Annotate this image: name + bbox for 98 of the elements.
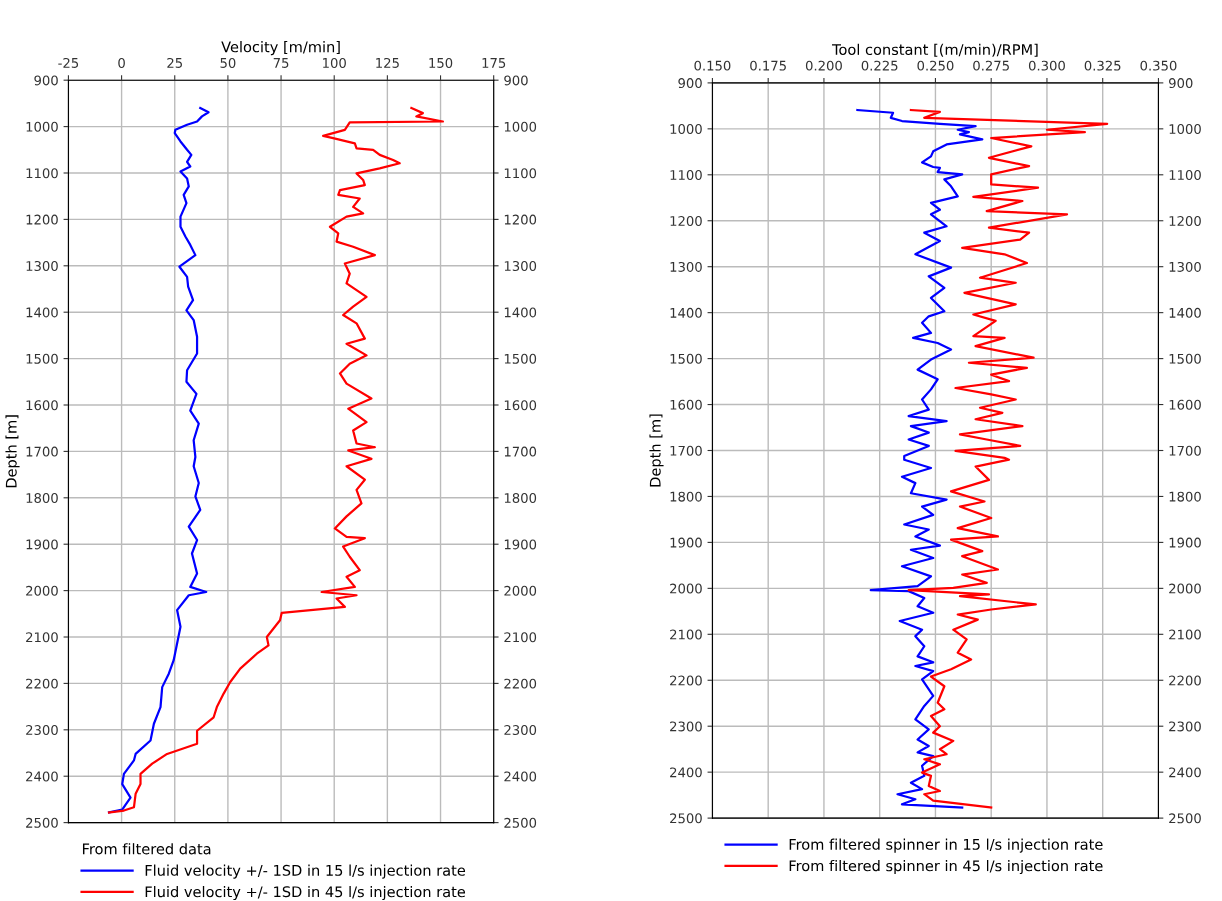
x-tick-label: 125 xyxy=(376,57,399,68)
y-tick-label: 1800 xyxy=(670,491,702,502)
x-tick-label: 0.325 xyxy=(1084,60,1121,71)
y2-tick-label: 1700 xyxy=(1169,445,1201,456)
y2-tick-label: 1100 xyxy=(1169,170,1201,180)
y-tick-label: 2000 xyxy=(670,583,702,594)
legend-label: Fluid velocity +/- 1SD in 15 l/s injection rate xyxy=(145,864,466,879)
y-tick-label: 1500 xyxy=(26,353,58,364)
y-axis-title: Depth [m] xyxy=(649,414,664,487)
y2-tick-label: 1200 xyxy=(1169,215,1201,226)
y2-tick-label: 2500 xyxy=(504,817,537,828)
x-axis-title: Velocity [m/min] xyxy=(221,41,340,56)
y2-tick-label: 1800 xyxy=(1169,491,1201,502)
x-tick-label: 0.150 xyxy=(694,60,731,71)
y2-tick-label: 1600 xyxy=(504,400,537,411)
legend-label: From filtered spinner in 45 l/s injection rate xyxy=(789,859,1103,875)
y-tick-label: 1700 xyxy=(26,446,58,457)
x-tick-label: 0.300 xyxy=(1028,60,1065,71)
y2-tick-label: 900 xyxy=(1169,78,1193,89)
y-tick-label: 1200 xyxy=(26,214,58,225)
x-tick-label: 0.350 xyxy=(1140,60,1177,71)
y-tick-label: 2300 xyxy=(26,725,58,736)
y2-tick-label: 2500 xyxy=(1169,813,1201,824)
y2-tick-label: 1400 xyxy=(504,307,537,318)
y-tick-label: 1100 xyxy=(670,170,702,180)
y2-tick-label: 900 xyxy=(504,75,528,86)
y-tick-label: 1000 xyxy=(26,121,58,132)
y-tick-label: 1200 xyxy=(670,215,702,226)
x-tick-label: 0.225 xyxy=(861,60,898,71)
x-tick-label: 75 xyxy=(273,58,289,68)
y-tick-label: 1400 xyxy=(670,307,702,318)
y-axis-title: Depth [m] xyxy=(5,415,20,488)
y2-tick-label: 2000 xyxy=(504,585,537,596)
y2-tick-label: 2200 xyxy=(1169,675,1201,686)
y2-tick-label: 1400 xyxy=(1169,307,1201,318)
y2-tick-label: 1700 xyxy=(504,446,537,457)
y-tick-label: 1500 xyxy=(670,353,702,364)
x-tick-label: 100 xyxy=(323,57,346,68)
y2-tick-label: 1500 xyxy=(504,353,537,364)
y-tick-label: 1100 xyxy=(26,168,58,179)
x-tick-label: 175 xyxy=(482,58,506,68)
y2-tick-label: 2300 xyxy=(504,725,537,736)
x-tick-label: 0.250 xyxy=(917,60,954,71)
x-tick-label: 0.275 xyxy=(973,60,1009,71)
line-series xyxy=(856,108,984,809)
y2-tick-label: 1200 xyxy=(504,214,537,225)
y2-tick-label: 1000 xyxy=(504,121,537,132)
y-tick-label: 900 xyxy=(678,78,702,89)
y-tick-label: 1900 xyxy=(26,539,58,550)
y-tick-label: 2100 xyxy=(670,629,702,640)
line-series xyxy=(907,108,1109,809)
y2-tick-label: 2000 xyxy=(1169,583,1201,594)
x-tick-label: 50 xyxy=(220,57,236,68)
y-tick-label: 2200 xyxy=(670,675,702,686)
y2-tick-label: 2400 xyxy=(1169,767,1201,778)
y-tick-label: 1400 xyxy=(26,307,58,318)
y2-tick-label: 2300 xyxy=(1169,721,1201,732)
x-axis-title: Tool constant [(m/min)/RPM] xyxy=(832,43,1038,57)
y-tick-label: 1300 xyxy=(670,261,702,272)
x-tick-label: 25 xyxy=(167,57,182,68)
legend-label: From filtered spinner in 15 l/s injection rate xyxy=(789,838,1103,853)
y-tick-label: 2400 xyxy=(26,771,58,782)
y2-tick-label: 1300 xyxy=(504,261,537,271)
y-tick-label: 2400 xyxy=(670,767,702,778)
y-tick-label: 2500 xyxy=(670,813,702,824)
y2-tick-label: 1100 xyxy=(504,168,537,179)
y-tick-label: 1800 xyxy=(26,493,58,503)
y-tick-label: 1600 xyxy=(26,400,58,411)
x-tick-label: 150 xyxy=(429,57,453,68)
x-tick-label: -25 xyxy=(58,57,79,68)
y2-tick-label: 1000 xyxy=(1169,124,1201,135)
y-tick-label: 1600 xyxy=(670,399,702,410)
y2-tick-label: 1800 xyxy=(504,493,537,503)
y-tick-label: 900 xyxy=(34,75,58,86)
legend-label: Fluid velocity +/- 1SD in 45 l/s injection rate xyxy=(145,885,466,901)
y2-tick-label: 1600 xyxy=(1169,399,1201,410)
y2-tick-label: 1900 xyxy=(504,539,537,550)
y-tick-label: 2100 xyxy=(26,632,58,643)
y-tick-label: 2500 xyxy=(26,817,58,828)
y2-tick-label: 1300 xyxy=(1169,261,1201,272)
y2-tick-label: 2400 xyxy=(504,771,537,782)
x-tick-label: 0.175 xyxy=(750,60,786,71)
y2-tick-label: 2200 xyxy=(504,678,537,689)
y-tick-label: 2000 xyxy=(26,585,58,596)
y2-tick-label: 2100 xyxy=(504,632,537,643)
line-series xyxy=(107,106,444,814)
y-tick-label: 1300 xyxy=(26,261,58,271)
y-tick-label: 1700 xyxy=(670,445,702,456)
y2-tick-label: 2100 xyxy=(1169,629,1201,640)
x-tick-label: 0 xyxy=(118,57,125,68)
y-tick-label: 2200 xyxy=(26,678,58,689)
y2-tick-label: 1900 xyxy=(1169,537,1201,548)
legend-title: From filtered data xyxy=(82,843,211,855)
y-tick-label: 2300 xyxy=(670,721,702,732)
y-tick-label: 1900 xyxy=(670,537,702,548)
y-tick-label: 1000 xyxy=(670,124,702,135)
y2-tick-label: 1500 xyxy=(1169,353,1201,364)
x-tick-label: 0.200 xyxy=(805,60,842,71)
